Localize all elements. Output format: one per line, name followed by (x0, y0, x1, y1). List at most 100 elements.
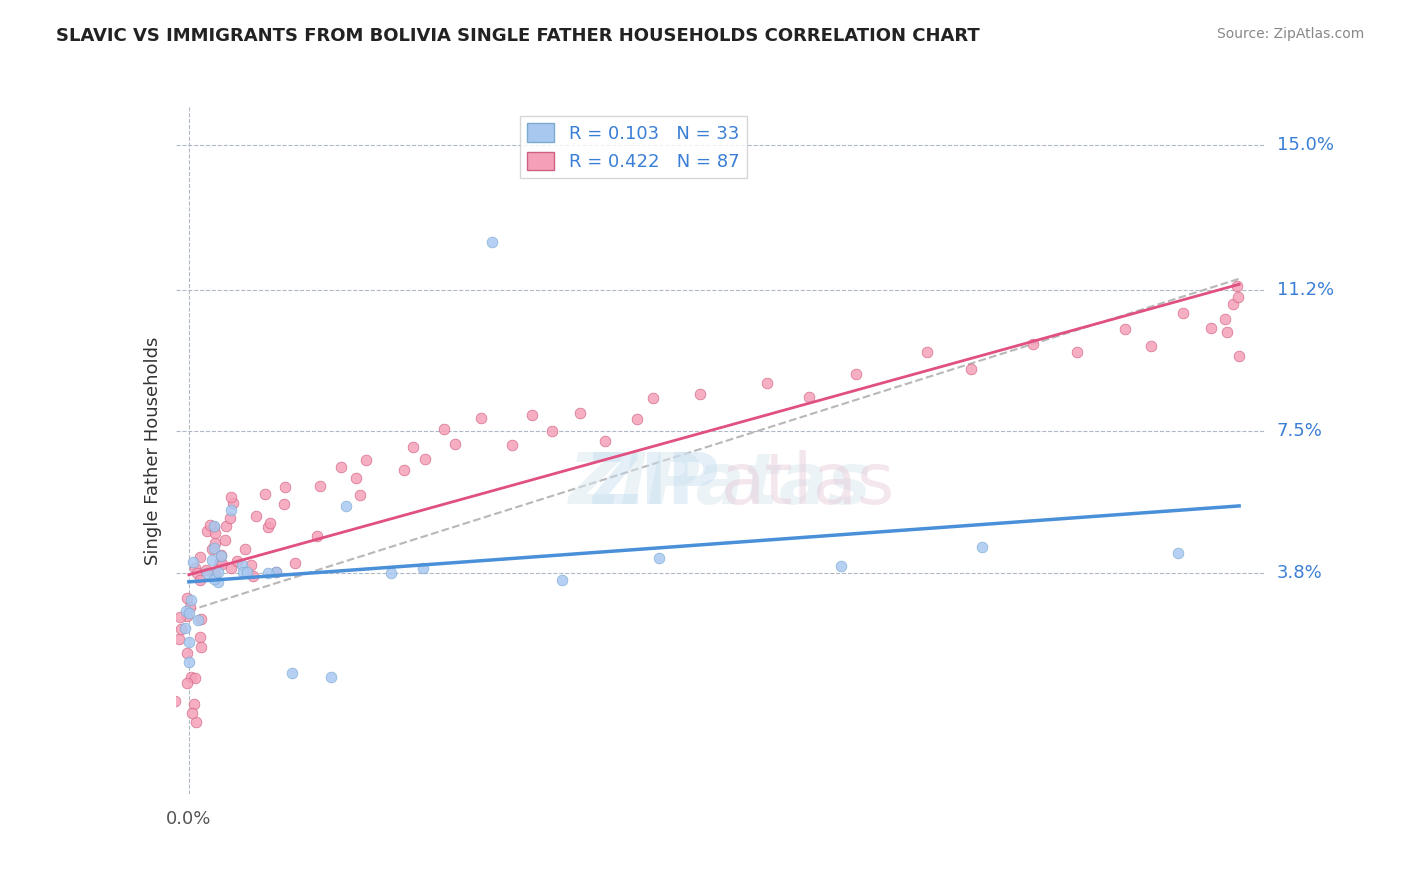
Point (233, 541, 256, 556)
Point (190, 640, 212, 655)
Point (177, 635, 200, 649)
Point (412, 561, 434, 575)
Point (222, 496, 245, 510)
Point (180, 593, 202, 607)
Legend: R = 0.103   N = 33, R = 0.422   N = 87: R = 0.103 N = 33, R = 0.422 N = 87 (520, 116, 747, 178)
Point (346, 471, 368, 485)
Point (201, 542, 224, 557)
Point (309, 479, 332, 493)
Point (433, 422, 456, 436)
Text: ZIPatas: ZIPatas (569, 450, 872, 519)
Point (830, 559, 852, 574)
Point (380, 566, 402, 580)
Point (225, 554, 247, 568)
Point (593, 434, 616, 448)
Point (551, 573, 574, 587)
Point (1066, 345, 1088, 359)
Point (235, 565, 257, 579)
Point (319, 670, 342, 684)
Point (284, 556, 307, 570)
Point (179, 599, 201, 614)
Point (305, 529, 328, 543)
Point (641, 391, 664, 405)
Point (254, 487, 277, 501)
Point (1139, 338, 1161, 352)
Point (173, 621, 195, 635)
Point (273, 497, 295, 511)
Point (568, 406, 591, 420)
Point (195, 566, 218, 581)
Y-axis label: Single Father Households: Single Father Households (143, 336, 162, 565)
Point (915, 345, 938, 359)
Point (169, 623, 191, 637)
Point (1171, 306, 1194, 320)
Point (190, 612, 212, 626)
Point (202, 572, 225, 586)
Point (1226, 278, 1249, 293)
Point (219, 511, 242, 525)
Text: ZIP: ZIP (588, 450, 721, 519)
Point (281, 665, 304, 680)
Point (181, 555, 204, 569)
Point (444, 437, 467, 451)
Point (402, 440, 425, 454)
Point (169, 609, 191, 624)
Point (245, 508, 267, 523)
Point (259, 516, 281, 531)
Point (214, 519, 236, 533)
Point (209, 555, 232, 569)
Point (1216, 325, 1239, 339)
Point (221, 561, 243, 575)
Point (330, 459, 353, 474)
Text: 7.5%: 7.5% (1277, 423, 1323, 441)
Point (198, 518, 221, 533)
Point (177, 655, 200, 669)
Point (211, 548, 233, 562)
Point (335, 499, 357, 513)
Point (756, 376, 779, 390)
Point (1022, 336, 1045, 351)
Point (186, 566, 208, 580)
Point (183, 697, 205, 711)
Point (1213, 312, 1236, 326)
Point (176, 604, 198, 618)
Point (177, 606, 200, 620)
Text: 11.2%: 11.2% (1277, 281, 1334, 299)
Text: Source: ZipAtlas.com: Source: ZipAtlas.com (1216, 27, 1364, 41)
Point (231, 558, 253, 573)
Point (202, 541, 225, 556)
Point (180, 671, 202, 685)
Point (211, 558, 233, 572)
Point (1114, 322, 1136, 336)
Point (972, 541, 994, 555)
Point (845, 367, 868, 381)
Point (540, 424, 562, 438)
Point (1199, 321, 1222, 335)
Point (184, 714, 207, 729)
Point (176, 608, 198, 623)
Point (202, 518, 225, 533)
Point (626, 412, 648, 426)
Point (689, 387, 711, 401)
Point (202, 520, 225, 534)
Point (257, 519, 280, 533)
Point (214, 533, 236, 547)
Point (204, 536, 226, 550)
Point (188, 574, 211, 588)
Point (207, 574, 229, 589)
Point (176, 646, 198, 660)
Point (195, 524, 218, 538)
Point (207, 565, 229, 579)
Point (1167, 546, 1189, 560)
Point (239, 558, 262, 572)
Point (349, 488, 371, 502)
Point (232, 565, 254, 579)
Point (1222, 297, 1244, 311)
Point (960, 362, 983, 376)
Point (204, 567, 226, 582)
Point (209, 549, 232, 564)
Point (648, 550, 671, 565)
Point (501, 438, 523, 452)
Point (176, 591, 198, 606)
Point (1226, 290, 1249, 304)
